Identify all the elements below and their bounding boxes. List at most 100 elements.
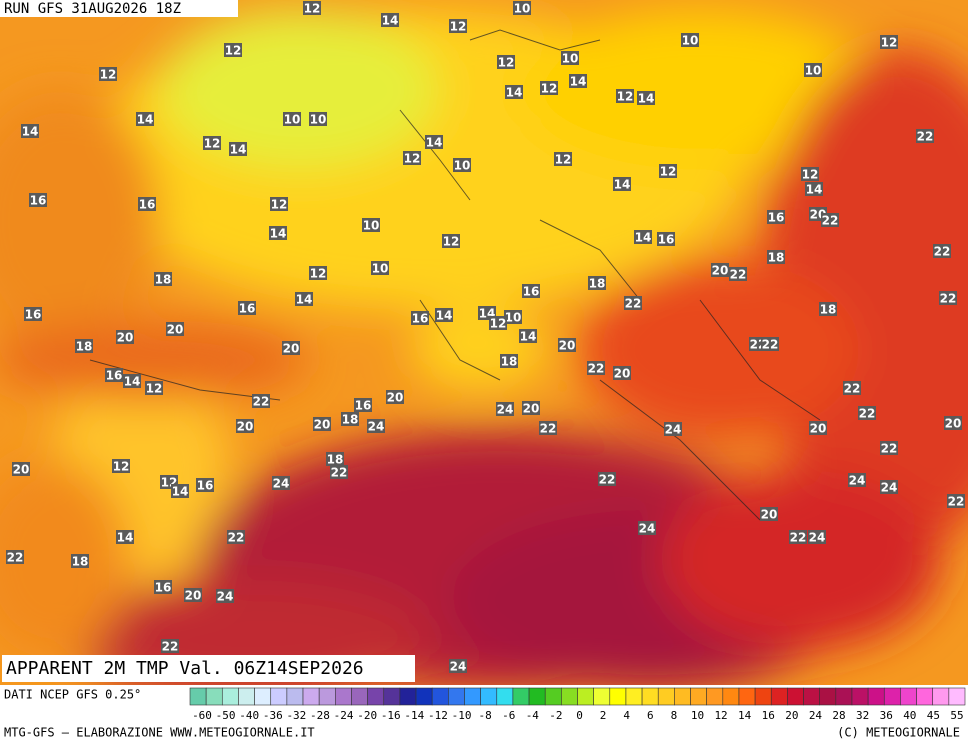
temp-label: 10 [453, 158, 471, 173]
label-value: 20 [13, 463, 30, 477]
colorbar-swatch [948, 687, 966, 706]
colorbar-tick-label: -32 [286, 709, 306, 722]
colorbar-swatch [787, 687, 804, 706]
temp-label: 12 [203, 136, 221, 151]
label-box [449, 659, 467, 673]
temp-label: 24 [272, 476, 290, 491]
label-value: 12 [617, 90, 634, 104]
map [0, 0, 968, 685]
temp-label: 14 [805, 182, 823, 197]
temp-label: 14 [171, 484, 189, 499]
temp-label: 14 [136, 112, 154, 127]
label-box [270, 197, 288, 211]
label-value: 16 [197, 479, 214, 493]
label-value: 22 [934, 245, 951, 259]
label-value: 12 [100, 68, 117, 82]
temp-label: 20 [282, 341, 300, 356]
label-value: 22 [844, 382, 861, 396]
label-value: 22 [588, 362, 605, 376]
temp-label: 24 [808, 530, 826, 545]
label-value: 14 [22, 125, 39, 139]
label-value: 22 [625, 297, 642, 311]
label-value: 14 [426, 136, 443, 150]
label-value: 12 [555, 153, 572, 167]
colorbar-tick-label: -50 [216, 709, 236, 722]
label-box [880, 480, 898, 494]
colorbar-swatch [480, 687, 498, 706]
label-box [522, 401, 540, 415]
colorbar-swatch [238, 687, 255, 706]
label-box [801, 167, 819, 181]
label-value: 24 [273, 477, 290, 491]
label-box [540, 81, 558, 95]
label-value: 22 [599, 473, 616, 487]
label-value: 14 [638, 92, 655, 106]
label-box [933, 244, 951, 258]
label-box [947, 494, 965, 508]
label-box [171, 484, 189, 498]
label-value: 12 [802, 168, 819, 182]
label-value: 10 [363, 219, 380, 233]
temp-label: 12 [309, 266, 327, 281]
label-value: 16 [658, 233, 675, 247]
colorbar-tick-label: -60 [192, 709, 212, 722]
label-box [29, 193, 47, 207]
label-value: 12 [541, 82, 558, 96]
label-box [403, 151, 421, 165]
label-value: 14 [270, 227, 287, 241]
label-box [354, 398, 372, 412]
label-box [588, 276, 606, 290]
temp-label: 12 [99, 67, 117, 82]
label-box [711, 263, 729, 277]
label-value: 22 [331, 466, 348, 480]
temp-label: 16 [105, 368, 123, 383]
label-value: 20 [945, 417, 962, 431]
label-box [138, 197, 156, 211]
temp-label: 16 [24, 307, 42, 322]
temp-label: 16 [767, 210, 785, 225]
temp-label: 22 [843, 381, 861, 396]
label-box [634, 230, 652, 244]
colorbar-swatch [335, 687, 352, 706]
label-value: 10 [310, 113, 327, 127]
colorbar-tick-label: -24 [334, 709, 354, 722]
temp-label: 12 [880, 35, 898, 50]
label-value: 16 [106, 369, 123, 383]
label-value: 20 [283, 342, 300, 356]
temp-label: 24 [496, 402, 514, 417]
temp-label: 20 [809, 421, 827, 436]
temp-label: 18 [500, 354, 518, 369]
label-value: 22 [228, 531, 245, 545]
label-box [500, 354, 518, 368]
colorbar-swatch [367, 687, 385, 706]
label-value: 12 [443, 235, 460, 249]
temp-label: 14 [634, 230, 652, 245]
label-box [145, 381, 163, 395]
label-value: 22 [253, 395, 270, 409]
label-box [196, 478, 214, 492]
label-value: 20 [523, 402, 540, 416]
temp-label: 10 [371, 261, 389, 276]
temp-label: 20 [711, 263, 729, 278]
label-box [489, 316, 507, 330]
label-value: 24 [368, 420, 385, 434]
colorbar-swatch [867, 687, 885, 706]
temp-label: 20 [386, 390, 404, 405]
title-box [2, 655, 415, 682]
temp-label: 22 [880, 441, 898, 456]
temp-label: 16 [411, 311, 429, 326]
label-value: 24 [881, 481, 898, 495]
label-box [497, 55, 515, 69]
label-value: 24 [217, 590, 234, 604]
label-box [381, 13, 399, 27]
temp-label: 16 [154, 580, 172, 595]
label-value: 14 [570, 75, 587, 89]
colorbar-tick-label: 0 [576, 709, 583, 722]
label-box [539, 421, 557, 435]
label-box [309, 112, 327, 126]
temp-label: 10 [283, 112, 301, 127]
colorbar-swatch [722, 687, 740, 706]
label-value: 10 [372, 262, 389, 276]
temp-label: 12 [554, 152, 572, 167]
